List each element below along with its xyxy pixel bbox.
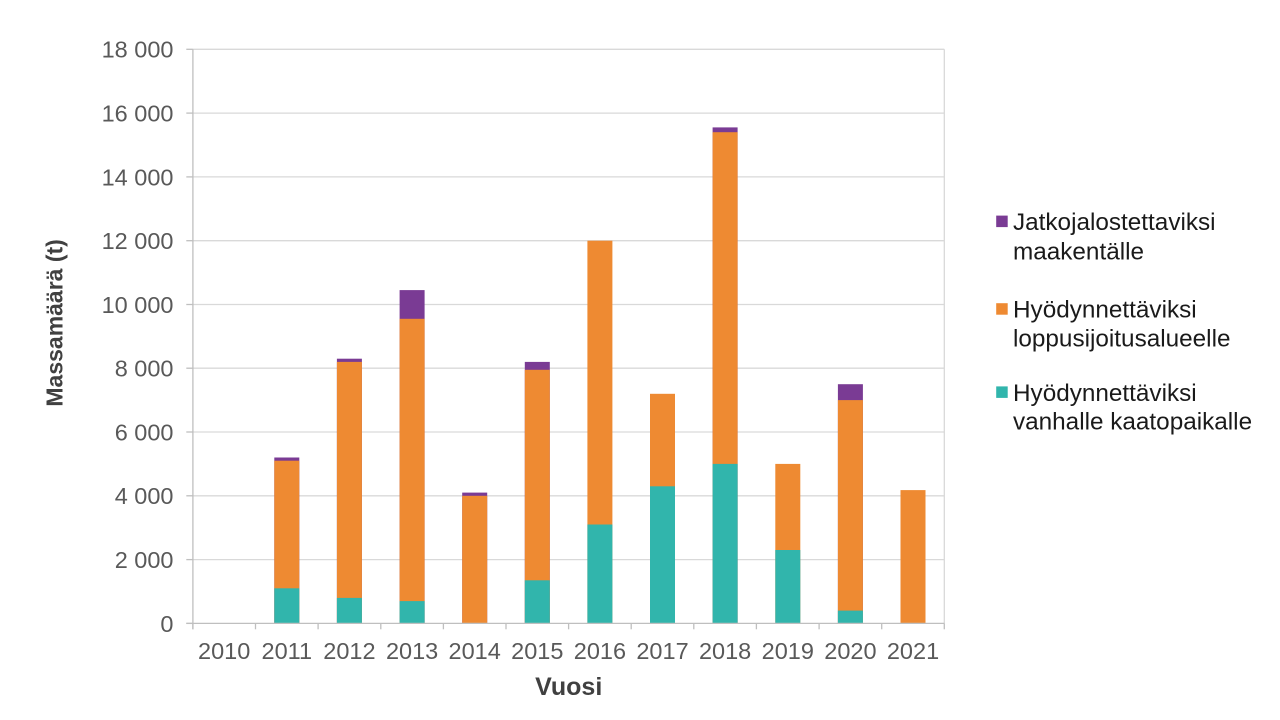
- svg-text:2 000: 2 000: [115, 547, 174, 573]
- svg-text:2016: 2016: [574, 638, 626, 664]
- svg-text:2013: 2013: [386, 638, 438, 664]
- svg-text:2020: 2020: [824, 638, 876, 664]
- svg-text:0: 0: [160, 611, 173, 637]
- svg-text:2021: 2021: [887, 638, 939, 664]
- svg-text:2015: 2015: [511, 638, 563, 664]
- svg-text:2011: 2011: [262, 638, 313, 664]
- svg-text:4 000: 4 000: [115, 483, 174, 509]
- svg-text:2010: 2010: [198, 638, 250, 664]
- svg-text:2017: 2017: [636, 638, 688, 664]
- svg-text:vanhalle kaatopaikalle: vanhalle kaatopaikalle: [1013, 409, 1252, 436]
- svg-text:2012: 2012: [323, 638, 375, 664]
- svg-text:Hyödynnettäviksi: Hyödynnettäviksi: [1013, 297, 1197, 324]
- svg-text:Hyödynnettäviksi: Hyödynnettäviksi: [1013, 380, 1197, 407]
- svg-text:2019: 2019: [762, 638, 814, 664]
- svg-text:Vuosi: Vuosi: [535, 673, 602, 701]
- svg-text:6 000: 6 000: [115, 419, 174, 445]
- svg-text:12 000: 12 000: [102, 228, 174, 254]
- svg-text:16 000: 16 000: [102, 101, 174, 127]
- svg-text:Massamäärä (t): Massamäärä (t): [42, 239, 68, 406]
- svg-text:8 000: 8 000: [115, 356, 174, 382]
- svg-text:maakentälle: maakentälle: [1013, 239, 1144, 266]
- svg-text:2014: 2014: [449, 638, 501, 664]
- svg-text:Jatkojalostettaviksi: Jatkojalostettaviksi: [1013, 209, 1216, 236]
- svg-text:loppusijoitusalueelle: loppusijoitusalueelle: [1013, 325, 1230, 352]
- svg-text:14 000: 14 000: [102, 164, 174, 190]
- svg-text:10 000: 10 000: [102, 292, 174, 318]
- svg-text:2018: 2018: [699, 638, 751, 664]
- svg-text:18 000: 18 000: [102, 37, 174, 63]
